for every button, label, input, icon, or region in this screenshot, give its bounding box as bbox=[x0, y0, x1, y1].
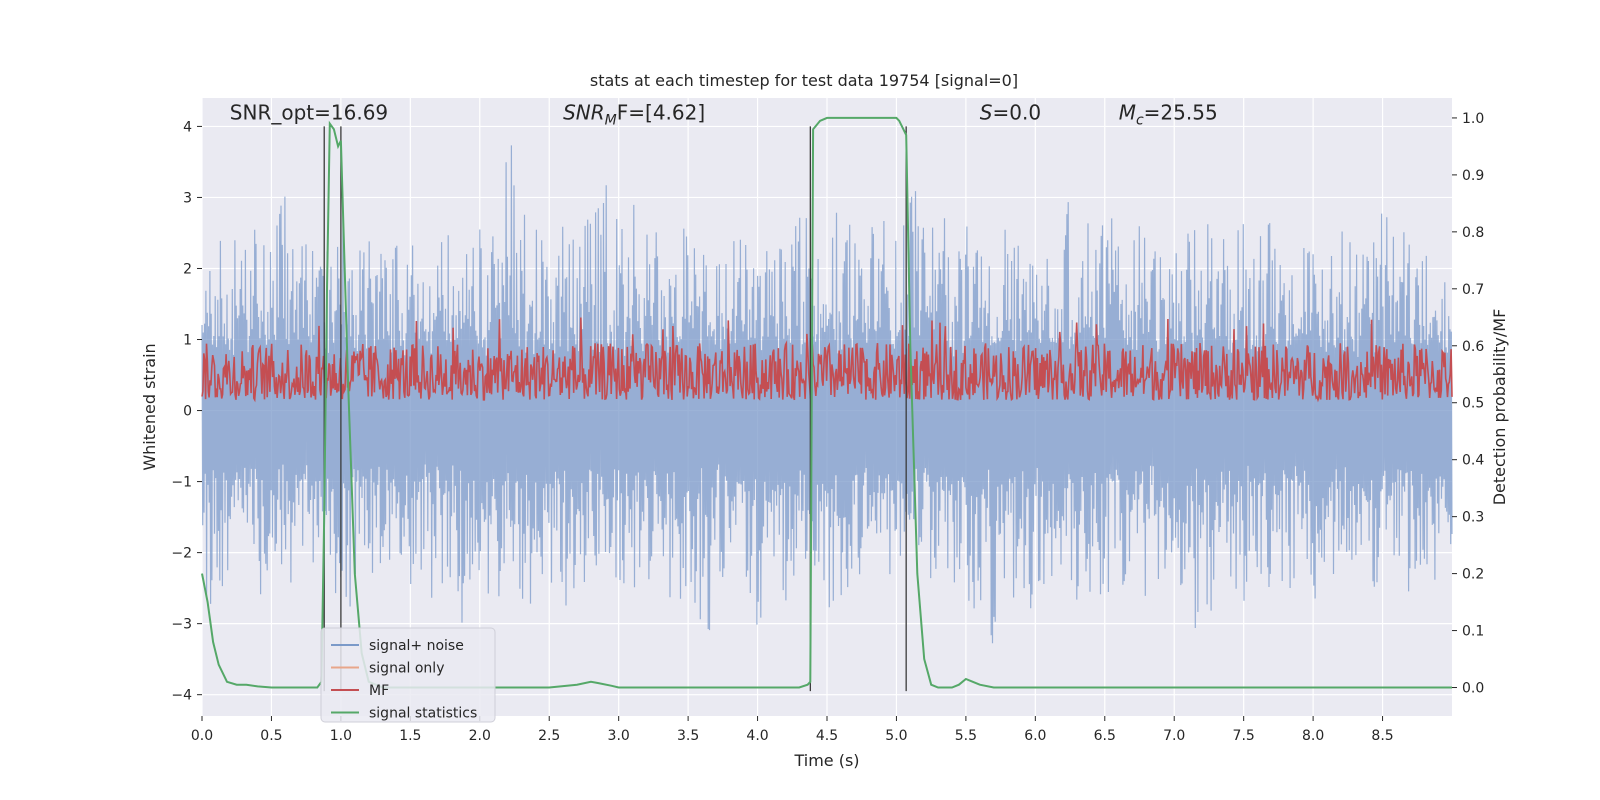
x-axis-title: Time (s) bbox=[793, 751, 859, 770]
y2-tick-label-4: 0.6 bbox=[1462, 339, 1484, 355]
y2-tick-label-0: 1.0 bbox=[1462, 111, 1484, 127]
y-tick-label-0: 4 bbox=[183, 119, 192, 135]
x-tick-label-6: 3.0 bbox=[608, 728, 630, 744]
legend-label-2: MF bbox=[369, 683, 389, 699]
y-tick-label-5: −1 bbox=[171, 475, 192, 491]
x-tick-label-11: 5.5 bbox=[955, 728, 977, 744]
annotation-0-main: SNR_opt=16.69 bbox=[230, 100, 388, 124]
signal-noise-series bbox=[201, 145, 1453, 644]
mf-series bbox=[201, 317, 1453, 403]
y-tick-label-8: −4 bbox=[171, 688, 192, 704]
x-tick-label-7: 3.5 bbox=[677, 728, 699, 744]
y2-axis-title: Detection probability/MF bbox=[1490, 309, 1509, 506]
annotation-2: S=0.0 bbox=[980, 100, 1041, 124]
annotation-3-suffix: =25.55 bbox=[1144, 100, 1218, 124]
y-axis-title: Whitened strain bbox=[140, 343, 159, 470]
x-tick-label-2: 1.0 bbox=[330, 728, 352, 744]
y-axis-ticks: 4 3 2 1 0 −1 −2 −3 −4 bbox=[171, 119, 202, 704]
x-tick-label-4: 2.0 bbox=[469, 728, 491, 744]
annotation-3-sub: c bbox=[1136, 112, 1144, 128]
annotation-0: SNR_opt=16.69 bbox=[230, 100, 388, 124]
annotations: SNR_opt=16.69 SNRMF=[4.62] S=0.0 Mc=25.55 bbox=[230, 100, 1218, 128]
x-tick-label-1: 0.5 bbox=[260, 728, 282, 744]
annotation-1: SNRMF=[4.62] bbox=[563, 100, 705, 128]
y2-tick-label-7: 0.3 bbox=[1462, 510, 1484, 526]
mf-line bbox=[201, 317, 1453, 403]
x-tick-label-0: 0.0 bbox=[191, 728, 213, 744]
y2-tick-label-3: 0.7 bbox=[1462, 282, 1484, 298]
legend-label-3: signal statistics bbox=[369, 706, 477, 722]
x-tick-label-9: 4.5 bbox=[816, 728, 838, 744]
y2-tick-label-5: 0.5 bbox=[1462, 396, 1484, 412]
signal-statistics-series bbox=[201, 116, 1452, 689]
x-tick-label-14: 7.0 bbox=[1163, 728, 1185, 744]
annotation-3-main: M bbox=[1119, 100, 1136, 124]
y2-tick-label-2: 0.8 bbox=[1462, 225, 1484, 241]
legend-label-1: signal only bbox=[369, 661, 444, 677]
annotation-3: Mc=25.55 bbox=[1119, 100, 1218, 128]
y-tick-label-1: 3 bbox=[183, 190, 192, 206]
annotation-1-suffix: F=[4.62] bbox=[617, 100, 705, 124]
annotation-2-suffix: =0.0 bbox=[993, 100, 1042, 124]
x-tick-label-17: 8.5 bbox=[1371, 728, 1393, 744]
x-tick-label-16: 8.0 bbox=[1302, 728, 1324, 744]
y2-tick-label-8: 0.2 bbox=[1462, 567, 1484, 583]
x-axis-ticks: 0.0 0.5 1.0 1.5 2.0 2.5 3.0 3.5 4.0 4.5 5.0 5.5 6.0 6… bbox=[191, 716, 1394, 744]
x-tick-label-10: 5.0 bbox=[885, 728, 907, 744]
y2-tick-label-10: 0.0 bbox=[1462, 681, 1484, 697]
x-tick-label-5: 2.5 bbox=[538, 728, 560, 744]
legend-box bbox=[320, 627, 496, 723]
legend: signal+ noise signal only MF signal statist… bbox=[320, 627, 496, 723]
y-tick-label-4: 0 bbox=[183, 404, 192, 420]
x-tick-label-3: 1.5 bbox=[399, 728, 421, 744]
y-tick-label-3: 1 bbox=[183, 333, 192, 349]
y2-axis-ticks: 1.0 0.9 0.8 0.7 0.6 0.5 0.4 0.3 0.2 0.1 0.0 bbox=[1452, 111, 1484, 697]
x-tick-label-15: 7.5 bbox=[1233, 728, 1255, 744]
y-tick-label-7: −3 bbox=[171, 617, 192, 633]
annotation-2-main: S bbox=[980, 100, 993, 124]
annotation-1-main: SNR bbox=[563, 100, 605, 124]
x-tick-label-8: 4.0 bbox=[746, 728, 768, 744]
y2-tick-label-1: 0.9 bbox=[1462, 168, 1484, 184]
signal-noise-line bbox=[201, 145, 1453, 644]
chart-title: stats at each timestep for test data 197… bbox=[590, 71, 1018, 90]
signal-statistics-line bbox=[201, 116, 1452, 689]
x-tick-label-13: 6.5 bbox=[1094, 728, 1116, 744]
y2-tick-label-6: 0.4 bbox=[1462, 453, 1484, 469]
x-tick-label-12: 6.0 bbox=[1024, 728, 1046, 744]
legend-label-0: signal+ noise bbox=[369, 638, 464, 654]
annotation-1-sub: M bbox=[605, 112, 617, 128]
y-tick-label-2: 2 bbox=[183, 261, 192, 277]
y2-tick-label-9: 0.1 bbox=[1462, 624, 1484, 640]
y-tick-label-6: −2 bbox=[171, 546, 192, 562]
